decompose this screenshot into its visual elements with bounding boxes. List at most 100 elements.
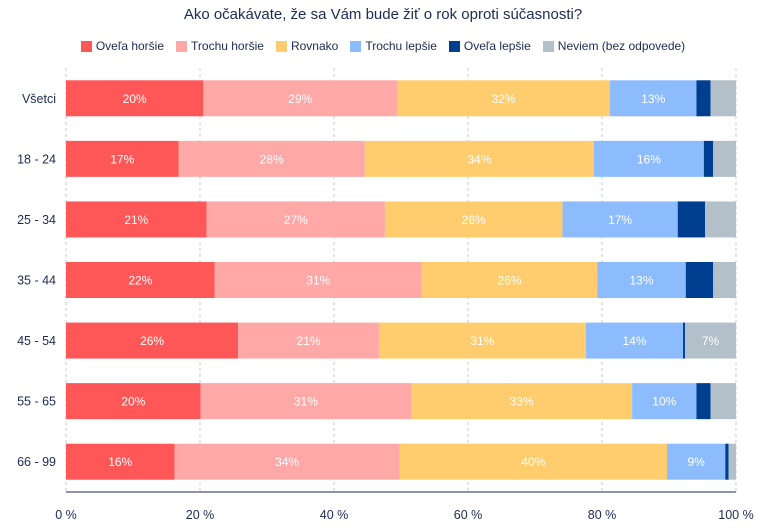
legend-swatch <box>80 40 92 52</box>
bar-segment <box>399 443 667 480</box>
legend-item: Rovnako <box>275 39 339 53</box>
bar-segment <box>66 140 179 177</box>
category-label: 66 - 99 <box>17 455 56 469</box>
data-label: 33% <box>510 395 534 409</box>
bar-segment <box>713 140 736 177</box>
data-label: 9% <box>687 455 705 469</box>
legend: Oveľa horšie Trochu horšie Rovnako Trochu l… <box>0 39 766 53</box>
x-tick-label: 20 % <box>186 508 215 522</box>
data-label: 21% <box>124 213 148 227</box>
legend-swatch <box>448 40 460 52</box>
bar-segment <box>421 262 598 298</box>
data-label: 26% <box>498 274 522 288</box>
bar-segment <box>66 443 175 480</box>
bar-segment <box>703 140 714 177</box>
bar-segment <box>364 140 594 177</box>
legend-label: Neviem (bez odpovede) <box>557 39 686 53</box>
category-label: 18 - 24 <box>17 152 56 166</box>
bar-segment <box>696 80 711 117</box>
bar-segment <box>713 262 736 298</box>
data-label: 26% <box>140 334 164 348</box>
x-tick-label: 0 % <box>55 508 77 522</box>
data-label: 13% <box>641 92 665 106</box>
bar-segment <box>178 140 365 177</box>
data-label: 28% <box>260 152 284 166</box>
legend-label: Oveľa horšie <box>95 39 165 53</box>
bar-segment <box>677 201 706 238</box>
bar-segment <box>411 383 633 420</box>
bar-segment <box>728 443 736 480</box>
data-label: 31% <box>306 274 330 288</box>
x-tick-label: 60 % <box>454 508 483 522</box>
category-label: 55 - 65 <box>17 395 56 409</box>
data-label: 14% <box>622 334 646 348</box>
data-label: 31% <box>470 334 494 348</box>
bar-segment <box>238 322 379 359</box>
data-label: 34% <box>467 152 491 166</box>
x-tick-label: 40 % <box>320 508 349 522</box>
bar-segment <box>384 201 563 238</box>
bar-segment <box>562 201 678 238</box>
data-label: 29% <box>288 92 312 106</box>
data-label: 32% <box>491 92 515 106</box>
bar-segment <box>683 322 686 359</box>
bar-segment <box>200 383 412 420</box>
bar-segment <box>610 80 697 117</box>
data-label: 40% <box>521 455 545 469</box>
data-label: 17% <box>608 213 632 227</box>
legend-item: Oveľa lepšie <box>448 39 531 53</box>
data-label: 10% <box>652 395 676 409</box>
data-label: 26% <box>462 213 486 227</box>
bar-segment <box>66 80 204 117</box>
bar-segment <box>585 322 684 359</box>
bar-segment <box>66 322 239 359</box>
data-label: 17% <box>110 152 134 166</box>
bar-segment <box>685 322 736 359</box>
data-label: 13% <box>630 274 654 288</box>
bar-segment <box>632 383 697 420</box>
data-label: 20% <box>123 92 147 106</box>
legend-item: Trochu horšie <box>176 39 264 53</box>
category-label: 35 - 44 <box>17 274 56 288</box>
legend-label: Trochu lepšie <box>365 39 437 53</box>
bar-segment <box>396 80 611 117</box>
data-label: 16% <box>108 455 132 469</box>
bar-segment <box>66 262 215 298</box>
legend-item: Trochu lepšie <box>350 39 437 53</box>
category-label: 45 - 54 <box>17 334 56 348</box>
data-label: 34% <box>275 455 299 469</box>
data-label: 16% <box>637 152 661 166</box>
legend-swatch <box>275 40 287 52</box>
bar-segment <box>696 383 711 420</box>
legend-swatch <box>176 40 188 52</box>
data-label: 31% <box>294 395 318 409</box>
chart-title: Ako očakávate, že sa Vám bude žiť o rok … <box>183 6 583 23</box>
bar-segment <box>685 262 714 298</box>
legend-swatch <box>350 40 362 52</box>
bar-segment <box>725 443 729 480</box>
category-label: Všetci <box>22 92 56 106</box>
bar-segment <box>666 443 726 480</box>
data-label: 27% <box>284 213 308 227</box>
data-label: 22% <box>128 274 152 288</box>
bar-segment <box>593 140 704 177</box>
bar-segment <box>705 201 736 238</box>
bar-segment <box>66 383 201 420</box>
bar-segment <box>174 443 400 480</box>
bar-segment <box>378 322 586 359</box>
legend-label: Trochu horšie <box>191 39 264 53</box>
bar-segment <box>203 80 397 117</box>
bar-segment <box>66 201 207 238</box>
legend-swatch <box>542 40 554 52</box>
bar-segment <box>214 262 422 298</box>
x-tick-label: 80 % <box>588 508 617 522</box>
category-label: 25 - 34 <box>17 213 56 227</box>
legend-label: Rovnako <box>290 39 339 53</box>
data-label: 20% <box>121 395 145 409</box>
legend-label: Oveľa lepšie <box>463 39 531 53</box>
bar-segment <box>206 201 385 238</box>
legend-item: Oveľa horšie <box>80 39 165 53</box>
legend-item: Neviem (bez odpovede) <box>542 39 686 53</box>
bar-segment <box>597 262 686 298</box>
